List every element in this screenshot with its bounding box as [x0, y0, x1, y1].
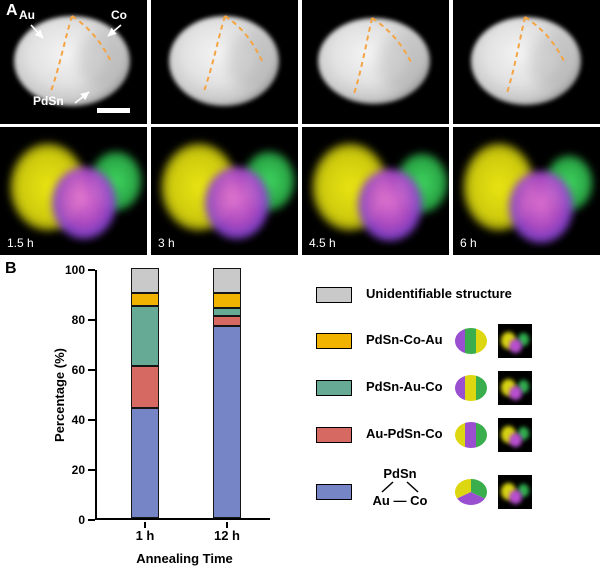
label-au: Au: [19, 8, 35, 22]
legend-label: Au-PdSn-Co: [366, 426, 443, 441]
y-tick-label: 20: [71, 463, 85, 477]
x-axis-title: Annealing Time: [136, 551, 233, 566]
legend-swatch: [316, 380, 352, 396]
mini-map-icon: [498, 475, 532, 509]
bar-segment: [131, 293, 159, 306]
phase-boundary-dash-icon: [49, 15, 73, 95]
bar-segment: [213, 325, 241, 518]
pdsn-map-region: [205, 167, 269, 239]
legend-item-unidentifiable: Unidentifiable structure: [308, 278, 598, 312]
structure-sphere-icon: [454, 479, 488, 506]
phase-boundary-dash-icon: [506, 16, 526, 94]
pdsn-map-region: [52, 167, 116, 239]
stacked-bar-1h: [131, 268, 159, 518]
structure-sphere-icon: [455, 328, 487, 354]
bar-segment: [131, 305, 159, 366]
time-label: 4.5 h: [309, 236, 336, 250]
time-label: 6 h: [460, 236, 477, 250]
y-tick-mark: [88, 419, 95, 421]
x-tick-mark: [144, 522, 146, 528]
stem-image-frame-4: [453, 0, 600, 124]
bar-segment: [213, 315, 241, 326]
panel-a-label: A: [6, 2, 18, 19]
y-tick-mark: [88, 269, 95, 271]
nanoparticle-blob: [471, 17, 581, 105]
bar-segment: [131, 365, 159, 408]
stacked-bar-12h: [213, 268, 241, 518]
label-co: Co: [111, 8, 127, 22]
x-tick-label-1h: 1 h: [135, 528, 155, 543]
bar-segment: [131, 268, 159, 293]
panel-a: A Au Co PdSn 1.5 h 3 h: [0, 0, 600, 255]
structure-diagram-top: PdSn: [383, 466, 417, 481]
element-map-frame-3: 4.5 h: [302, 127, 449, 255]
y-tick-mark: [88, 519, 95, 521]
y-tick-label: 0: [78, 513, 85, 527]
element-map-frame-1: 1.5 h: [0, 127, 147, 255]
legend-swatch: [316, 287, 352, 303]
structure-diagram-bottom: Au — Co: [372, 493, 428, 508]
legend-item-triple-junction: PdSn Au — Co: [308, 464, 598, 520]
y-tick-label: 40: [71, 413, 85, 427]
scale-bar: [97, 108, 130, 113]
time-label: 1.5 h: [7, 236, 34, 250]
phase-boundary-dash-icon: [371, 17, 413, 65]
mini-map-icon: [498, 418, 532, 452]
y-axis-title: Percentage (%): [52, 348, 67, 442]
pdsn-map-region: [358, 169, 422, 241]
legend-item-pdsn-au-co: PdSn-Au-Co: [308, 371, 598, 405]
phase-boundary-dash-icon: [202, 15, 226, 95]
legend-item-au-pdsn-co: Au-PdSn-Co: [308, 418, 598, 452]
nanoparticle-blob: [169, 16, 279, 106]
structure-diagram: PdSn Au — Co: [352, 466, 448, 508]
y-tick-label: 60: [71, 363, 85, 377]
au-arrow-icon: [30, 24, 44, 39]
y-tick-label: 100: [64, 263, 85, 277]
structure-sphere-icon: [455, 422, 487, 448]
bar-segment: [131, 408, 159, 518]
bond-lines-icon: [381, 481, 419, 493]
y-tick-mark: [88, 469, 95, 471]
pdsn-map-region: [509, 171, 573, 243]
structure-sphere-icon: [455, 375, 487, 401]
panel-b-label: B: [5, 260, 17, 277]
label-pdsn: PdSn: [33, 94, 64, 108]
phase-boundary-dash-icon: [224, 15, 264, 64]
plot-area: 0 20 40 60 80 100 1 h 12 h Percentage (%) Ann…: [52, 263, 270, 566]
chart-legend: Unidentifiable structure PdSn-Co-Au PdSn…: [308, 268, 598, 568]
legend-swatch: [316, 333, 352, 349]
legend-label: PdSn-Co-Au: [366, 332, 443, 347]
x-tick-mark: [226, 522, 228, 528]
pdsn-arrow-icon: [74, 91, 90, 104]
y-tick-mark: [88, 319, 95, 321]
annotation-overlay: [353, 17, 413, 95]
legend-label: PdSn-Au-Co: [366, 379, 443, 394]
phase-boundary-dash-icon: [353, 17, 373, 95]
mini-map-icon: [498, 371, 532, 405]
mini-map-icon: [498, 324, 532, 358]
y-tick-label: 80: [71, 313, 85, 327]
annotation-overlay: [506, 16, 566, 94]
annotation-overlay: [30, 15, 130, 113]
time-label: 3 h: [158, 236, 175, 250]
stem-image-frame-1: A Au Co PdSn: [0, 0, 147, 124]
phase-boundary-dash-icon: [524, 16, 566, 64]
y-tick-mark: [88, 369, 95, 371]
x-tick-label-12h: 12 h: [213, 528, 240, 543]
legend-swatch: [316, 427, 352, 443]
element-map-frame-4: 6 h: [453, 127, 600, 255]
bar-segment: [213, 308, 241, 316]
legend-swatch: [316, 484, 352, 500]
bar-segment: [213, 293, 241, 308]
phase-boundary-dash-icon: [71, 15, 113, 64]
legend-item-pdsn-co-au: PdSn-Co-Au: [308, 324, 598, 358]
co-arrow-icon: [107, 24, 122, 37]
element-map-frame-2: 3 h: [151, 127, 298, 255]
panel-b: B 0 20 40 60 80 100 1 h 12 h Percentage (%) A…: [0, 256, 600, 570]
annotation-overlay: [202, 15, 264, 95]
stem-image-frame-2: [151, 0, 298, 124]
stem-image-frame-3: [302, 0, 449, 124]
legend-label: Unidentifiable structure: [366, 286, 512, 301]
bar-segment: [213, 268, 241, 293]
